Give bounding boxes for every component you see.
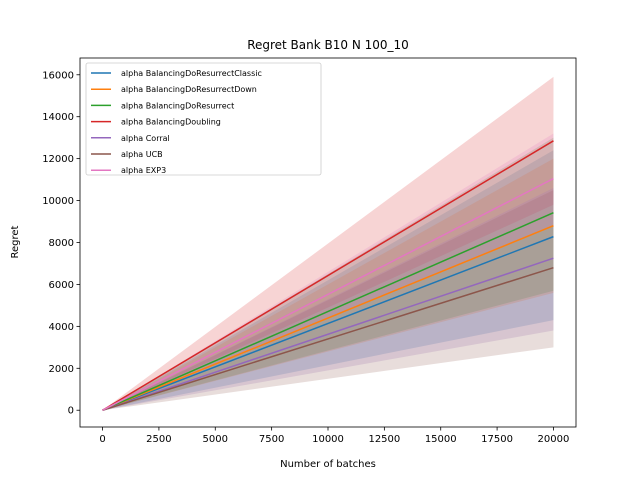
line-alpha-balancingdoresurrectclassic [102, 235, 554, 411]
line-alpha-ucb [102, 266, 554, 411]
x-axis-label: Number of batches [280, 459, 376, 470]
band-alpha-balancingdoubling [102, 76, 554, 411]
legend-label: alpha BalancingDoubling [121, 118, 221, 127]
legend: alpha BalancingDoResurrectClassic alpha B… [85, 62, 322, 176]
band-alpha-corral [102, 187, 554, 411]
x-axis-ticks: 0 2500 5000 7500 10000 12500 15000 17500 20000 [99, 427, 569, 445]
y-tick-label: 16000 [42, 70, 74, 81]
y-axis-ticks: 0 2000 4000 6000 8000 10000 12000 14000 16000 [42, 70, 80, 417]
y-axis-label: Regret [10, 225, 21, 258]
y-tick-label: 4000 [49, 322, 74, 333]
band-alpha-ucb [102, 190, 554, 411]
legend-label: alpha BalancingDoResurrectDown [121, 85, 257, 94]
line-alpha-balancingdoubling [102, 140, 554, 411]
confidence-bands [102, 76, 554, 411]
line-alpha-exp3 [102, 177, 554, 411]
y-tick-label: 6000 [49, 280, 74, 291]
x-tick-label: 7500 [259, 434, 284, 445]
legend-label: alpha UCB [121, 150, 163, 159]
legend-box [85, 62, 322, 176]
band-alpha-balancingdoresurrectclassic [102, 150, 554, 411]
band-alpha-exp3 [102, 133, 554, 411]
y-tick-label: 12000 [42, 154, 74, 165]
x-tick-label: 2500 [146, 434, 171, 445]
chart-title: Regret Bank B10 N 100_10 [247, 38, 409, 52]
x-tick-label: 5000 [203, 434, 228, 445]
y-tick-label: 10000 [42, 196, 74, 207]
series-lines [102, 140, 554, 411]
line-alpha-corral [102, 257, 554, 411]
legend-label: alpha BalancingDoResurrectClassic [121, 69, 262, 78]
x-tick-label: 15000 [425, 434, 457, 445]
y-tick-label: 2000 [49, 364, 74, 375]
legend-label: alpha BalancingDoResurrect [121, 101, 234, 110]
y-tick-label: 14000 [42, 112, 74, 123]
legend-label: alpha EXP3 [121, 166, 166, 175]
line-alpha-balancingdoresurrect [102, 212, 554, 411]
x-tick-label: 17500 [481, 434, 513, 445]
y-tick-label: 0 [68, 406, 74, 417]
x-tick-label: 10000 [312, 434, 344, 445]
x-tick-label: 12500 [368, 434, 400, 445]
line-alpha-balancingdoresurrectdown [102, 225, 554, 411]
x-tick-label: 0 [99, 434, 105, 445]
legend-label: alpha Corral [121, 134, 170, 143]
band-alpha-balancingdoresurrectdown [102, 158, 554, 411]
y-tick-label: 8000 [49, 238, 74, 249]
x-tick-label: 20000 [538, 434, 570, 445]
